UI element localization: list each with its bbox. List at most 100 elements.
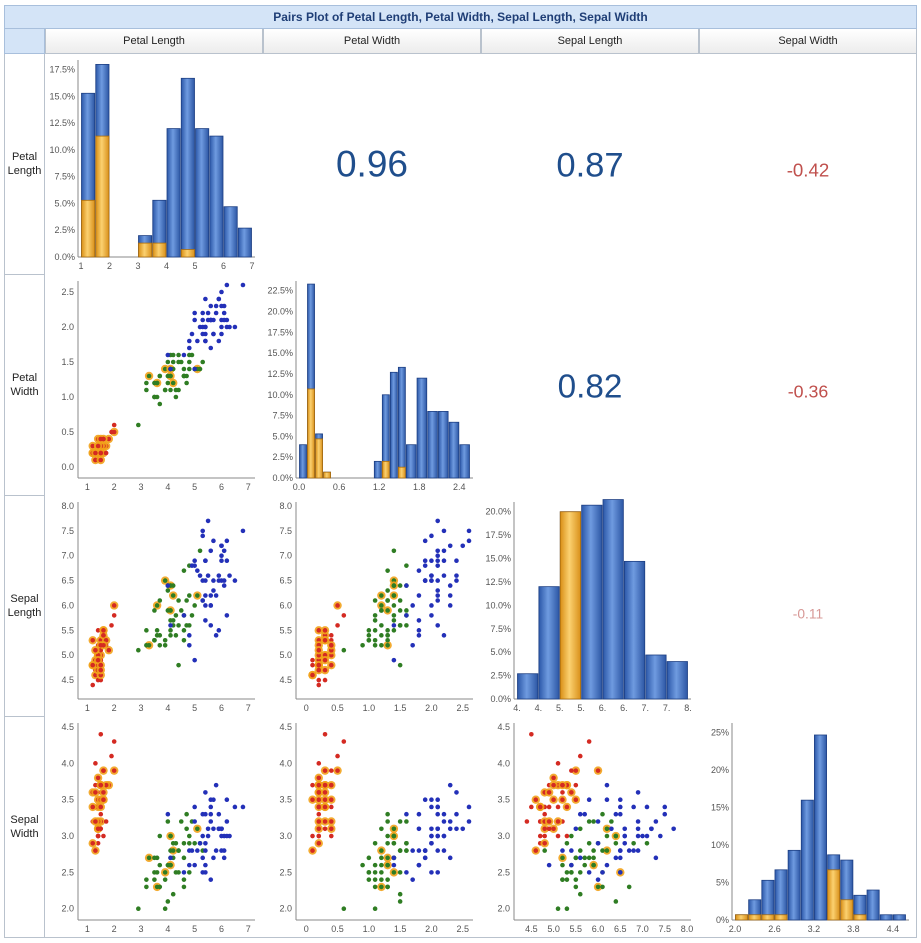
- scatter-pw-vs-pl-xtick: 3: [139, 482, 144, 492]
- scatter-sl-vs-pl-point: [224, 558, 230, 564]
- scatter-sw-vs-pl-point: [101, 768, 106, 773]
- scatter-sw-vs-pw-point: [341, 739, 347, 744]
- scatter-sw-vs-sl-point: [533, 848, 539, 853]
- scatter-sw-vs-sl-point: [555, 804, 561, 810]
- scatter-sw-vs-sl-point: [604, 782, 610, 788]
- scatter-sw-vs-pl-point: [111, 768, 117, 773]
- scatter-sw-vs-pl-point: [152, 877, 157, 882]
- scatter-sw-vs-sl-point: [635, 826, 641, 832]
- histogram-petal-length-xtick: 4: [164, 261, 169, 271]
- scatter-sw-vs-sl-point: [617, 870, 623, 875]
- correlation-1-2: 0.82: [558, 369, 623, 406]
- scatter-sw-vs-pw-ytick: 2.0: [279, 904, 292, 914]
- scatter-sl-vs-pl-point: [203, 603, 208, 608]
- scatter-sl-vs-pw-xtick: 2.0: [425, 703, 438, 713]
- scatter-sl-vs-pl-point: [187, 623, 192, 628]
- scatter-sw-vs-pl-point: [93, 790, 98, 795]
- histogram-petal-width-xtick: 2.4: [453, 482, 466, 492]
- scatter-sl-vs-pl-point: [93, 647, 98, 653]
- histogram-petal-length-highlight-bar: [81, 199, 96, 258]
- histogram-sepal-width-ytick: 15%: [711, 803, 729, 813]
- scatter-sw-vs-pl-point: [136, 906, 141, 912]
- scatter-sl-vs-pw-point: [385, 642, 390, 648]
- scatter-sw-vs-sl-ytick: 2.0: [497, 904, 510, 914]
- scatter-sw-vs-pl-point: [162, 906, 168, 912]
- histogram-petal-width-ytick: 15.0%: [267, 348, 293, 358]
- histogram-sepal-length-ytick: 20.0%: [485, 507, 511, 517]
- scatter-sl-vs-pw-point: [435, 578, 441, 583]
- scatter-sw-vs-pw-point: [435, 797, 441, 802]
- scatter-sl-vs-pw-point: [391, 603, 397, 608]
- scatter-sw-vs-pl-point: [189, 848, 195, 853]
- histogram-petal-length-xtick: 1: [78, 261, 83, 271]
- column-header-petal-width: Petal Width: [263, 29, 481, 54]
- scatter-sw-vs-sl-point: [573, 884, 579, 890]
- scatter-sl-vs-pw-point: [379, 608, 384, 613]
- histogram-sepal-length-bar: [538, 586, 560, 700]
- scatter-pw-vs-pl-xtick: 1: [85, 482, 90, 492]
- scatter-sl-vs-pw-point: [397, 623, 403, 628]
- histogram-sepal-length-bar: [623, 560, 646, 700]
- scatter-sl-vs-pl-point: [170, 583, 176, 588]
- histogram-sepal-length-ytick: 2.5%: [490, 671, 511, 681]
- histogram-sepal-width-xtick: 2.6: [768, 924, 781, 934]
- scatter-pw-vs-pl-point: [189, 331, 195, 337]
- histogram-petal-width-ytick: 5.0%: [272, 431, 293, 441]
- scatter-pw-vs-pl-point: [189, 352, 195, 358]
- scatter-sw-vs-sl-point: [564, 833, 570, 839]
- scatter-sl-vs-pl-point: [195, 593, 200, 598]
- scatter-sw-vs-pw-xtick: 0.5: [331, 924, 344, 934]
- scatter-sw-vs-sl-point: [595, 877, 601, 882]
- scatter-sw-vs-sl-point: [613, 811, 619, 817]
- scatter-pw-vs-pl-point: [200, 324, 206, 330]
- scatter-pw-vs-pl-point: [205, 310, 211, 316]
- scatter-sl-vs-pw-point: [447, 603, 453, 608]
- scatter-sl-vs-pw-point: [316, 677, 322, 683]
- scatter-sw-vs-pl-point: [103, 782, 109, 788]
- scatter-sl-vs-pw-point: [435, 588, 441, 593]
- scatter-sw-vs-sl-point: [582, 811, 588, 817]
- scatter-sw-vs-pw-point: [404, 841, 409, 846]
- histogram-sepal-length-xtick: 5.: [577, 703, 585, 713]
- scatter-sw-vs-sl-point: [631, 804, 636, 810]
- scatter-sw-vs-sl-point: [613, 841, 619, 846]
- scatter-sl-vs-pw-point: [429, 578, 434, 583]
- scatter-sw-vs-sl-point: [591, 862, 596, 868]
- scatter-sw-vs-pl-point: [168, 833, 173, 839]
- scatter-sl-vs-pw-ytick: 6.5: [279, 576, 292, 586]
- scatter-sw-vs-sl-point: [653, 855, 659, 861]
- scatter-sw-vs-pl-point: [178, 819, 184, 824]
- scatter-sl-vs-pw-point: [391, 657, 397, 663]
- scatter-sw-vs-pl-point: [216, 811, 222, 817]
- histogram-petal-width-ytick: 0.0%: [272, 473, 293, 483]
- scatter-sw-vs-pw-point: [310, 782, 315, 788]
- scatter-sw-vs-pl-point: [95, 841, 101, 846]
- scatter-sl-vs-pl-point: [98, 662, 104, 668]
- scatter-sw-vs-pw-point: [410, 848, 415, 853]
- scatter-sl-vs-pl-point: [213, 633, 219, 638]
- histogram-sepal-length-xtick: 6.: [620, 703, 628, 713]
- scatter-sl-vs-pl-point: [173, 633, 179, 638]
- histogram-petal-length-highlight-bar: [152, 242, 167, 258]
- scatter-sw-vs-sl-point: [573, 797, 579, 802]
- scatter-sw-vs-pl-point: [224, 819, 230, 824]
- scatter-sw-vs-pl-point: [208, 804, 214, 810]
- histogram-petal-width-bar: [438, 411, 449, 479]
- scatter-sw-vs-pw-point: [422, 797, 428, 802]
- histogram-sepal-width-highlight-bar: [840, 899, 854, 921]
- scatter-sw-vs-pw-point: [322, 731, 328, 737]
- scatter-sw-vs-pl-point: [165, 899, 171, 904]
- scatter-sw-vs-sl-point: [564, 877, 570, 882]
- scatter-sw-vs-sl-point: [577, 855, 583, 861]
- scatter-sw-vs-pl-point: [144, 877, 149, 882]
- scatter-sw-vs-pl-point: [165, 811, 171, 817]
- scatter-sl-vs-pw-point: [360, 642, 365, 648]
- scatter-sl-vs-pl-point: [200, 533, 206, 539]
- scatter-pw-vs-pl-point: [98, 436, 104, 442]
- scatter-sl-vs-pl-point: [157, 598, 163, 603]
- scatter-sl-vs-pl-point: [219, 543, 224, 549]
- histogram-sepal-width-ytick: 20%: [711, 765, 729, 775]
- scatter-sw-vs-pl-point: [162, 870, 168, 875]
- histogram-petal-length-highlight-bar: [95, 135, 110, 258]
- scatter-pw-vs-pl-point: [205, 317, 211, 323]
